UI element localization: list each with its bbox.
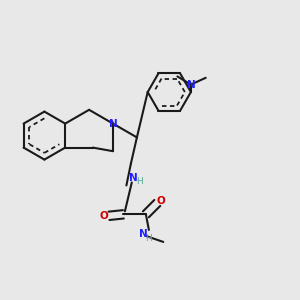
Text: H: H bbox=[145, 234, 152, 243]
Text: N: N bbox=[109, 118, 117, 129]
Text: H: H bbox=[136, 177, 143, 186]
Text: O: O bbox=[99, 211, 108, 221]
Text: O: O bbox=[157, 196, 165, 206]
Text: N: N bbox=[187, 80, 195, 89]
Text: N: N bbox=[139, 230, 147, 239]
Text: N: N bbox=[129, 173, 137, 183]
